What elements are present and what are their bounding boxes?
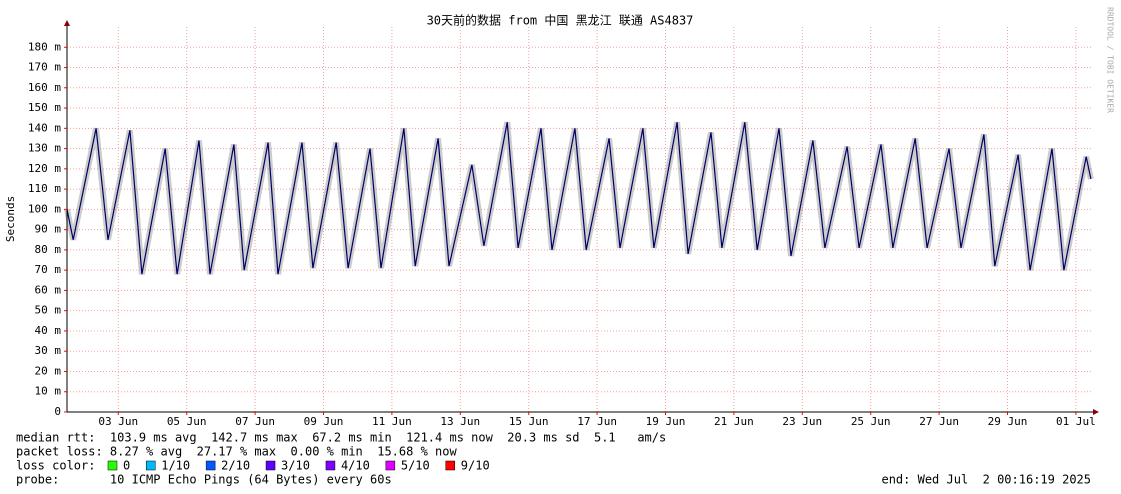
x-tick-label: 19 Jun — [646, 415, 686, 428]
x-tick-label: 29 Jun — [988, 415, 1028, 428]
x-tick-label: 13 Jun — [440, 415, 480, 428]
legend-swatch — [145, 460, 156, 471]
y-tick-label: 100 m — [28, 202, 61, 215]
legend-label: 4/10 — [341, 459, 370, 473]
y-tick-label: 20 m — [35, 364, 62, 377]
x-arrow — [1093, 409, 1099, 415]
y-axis-label: Seconds — [4, 196, 17, 242]
x-tick-label: 03 Jun — [98, 415, 138, 428]
y-tick-label: 170 m — [28, 61, 61, 74]
x-tick-label: 27 Jun — [919, 415, 959, 428]
y-tick-label: 70 m — [35, 263, 62, 276]
legend-label: 1/10 — [161, 459, 190, 473]
y-tick-label: 130 m — [28, 142, 61, 155]
legend-swatch — [385, 460, 396, 471]
probe-line: probe: 10 ICMP Echo Pings (64 Bytes) eve… — [16, 473, 392, 487]
x-tick-label: 01 Jul — [1056, 415, 1096, 428]
y-tick-label: 90 m — [35, 223, 62, 236]
y-arrow — [64, 20, 70, 26]
y-tick-label: 40 m — [35, 324, 62, 337]
end-time: end: Wed Jul 2 00:16:19 2025 — [881, 473, 1091, 487]
x-tick-label: 25 Jun — [851, 415, 891, 428]
y-tick-label: 160 m — [28, 81, 61, 94]
x-tick-label: 09 Jun — [304, 415, 344, 428]
legend-label: 5/10 — [401, 459, 430, 473]
x-tick-label: 05 Jun — [167, 415, 207, 428]
legend-label: 9/10 — [461, 459, 490, 473]
x-tick-label: 17 Jun — [577, 415, 617, 428]
x-tick-label: 11 Jun — [372, 415, 412, 428]
y-tick-label: 110 m — [28, 182, 61, 195]
legend-swatch — [107, 460, 118, 471]
legend-title: loss color: — [16, 459, 95, 473]
legend-swatch — [445, 460, 456, 471]
x-tick-label: 15 Jun — [509, 415, 549, 428]
stats-line: median rtt: 103.9 ms avg 142.7 ms max 67… — [16, 431, 666, 445]
y-tick-label: 60 m — [35, 283, 62, 296]
y-tick-label: 180 m — [28, 40, 61, 53]
x-tick-label: 07 Jun — [235, 415, 275, 428]
y-tick-label: 10 m — [35, 385, 62, 398]
legend-label: 2/10 — [221, 459, 250, 473]
x-tick-label: 23 Jun — [782, 415, 822, 428]
y-tick-label: 140 m — [28, 121, 61, 134]
stats-line: packet loss: 8.27 % avg 27.17 % max 0.00… — [16, 445, 457, 459]
y-tick-label: 50 m — [35, 304, 62, 317]
y-tick-label: 150 m — [28, 101, 61, 114]
legend-label: 3/10 — [281, 459, 310, 473]
legend-swatch — [265, 460, 276, 471]
y-tick-label: 120 m — [28, 162, 61, 175]
chart-title: 30天前的数据 from 中国 黑龙江 联通 AS4837 — [427, 13, 694, 28]
legend-swatch — [325, 460, 336, 471]
legend-swatch — [205, 460, 216, 471]
side-text: RRDTOOL / TOBI OETIKER — [1106, 7, 1115, 113]
x-tick-label: 21 Jun — [714, 415, 754, 428]
y-tick-label: 30 m — [35, 344, 62, 357]
legend-label: 0 — [123, 459, 130, 473]
y-tick-label: 80 m — [35, 243, 62, 256]
y-tick-label: 0 — [54, 405, 61, 418]
series-line — [66, 122, 1092, 275]
